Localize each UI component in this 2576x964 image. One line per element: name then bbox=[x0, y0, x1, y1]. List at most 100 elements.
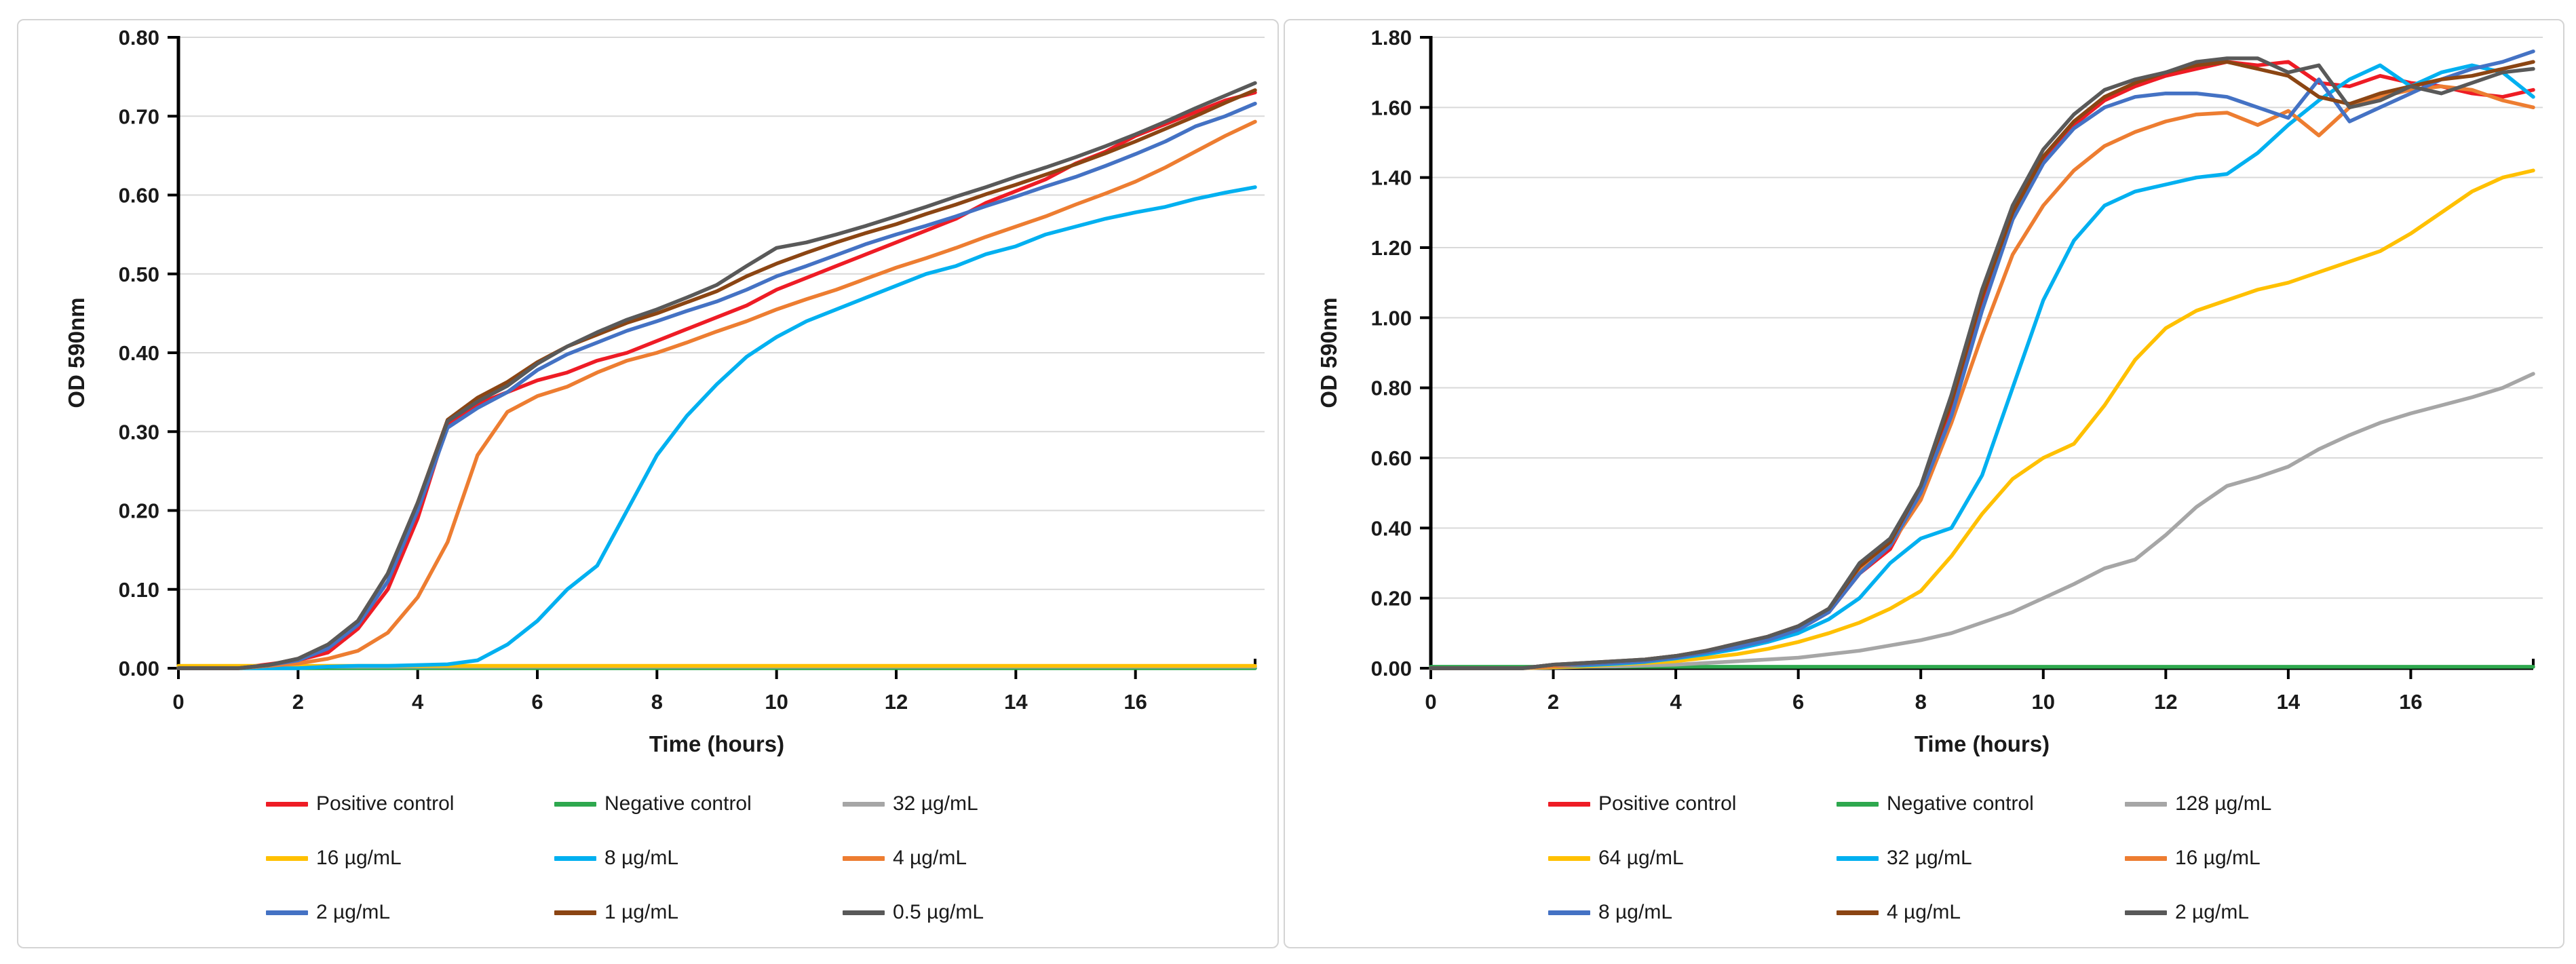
legend-label: Negative control bbox=[604, 792, 752, 815]
series-line-64-g-ml bbox=[1429, 168, 2535, 670]
legend-item-4-g-ml: 4 µg/mL bbox=[843, 847, 1131, 870]
series-line-128-g-ml bbox=[1429, 372, 2535, 670]
x-tick-label: 6 bbox=[531, 690, 543, 714]
legend-item-32-g-ml: 32 µg/mL bbox=[1837, 847, 2125, 870]
y-tick-label: 0.30 bbox=[119, 420, 159, 444]
x-tick-label: 14 bbox=[2277, 690, 2301, 714]
y-tick-label: 0.80 bbox=[1371, 377, 1412, 400]
legend-label: 2 µg/mL bbox=[2175, 901, 2249, 923]
legend-label: 64 µg/mL bbox=[1598, 847, 1684, 869]
series-line-positive-control bbox=[1429, 60, 2535, 670]
x-tick-label: 16 bbox=[1123, 690, 1147, 714]
right-chart-canvas: 0.00 0.20 0.40 0.60 0.80 1.00 1.20 1.40 1.60 1.80… bbox=[1371, 26, 2543, 714]
legend-label: 0.5 µg/mL bbox=[893, 901, 984, 923]
x-tick-label: 12 bbox=[885, 690, 908, 714]
x-tick-label: 10 bbox=[2032, 690, 2055, 714]
legend-line-swatch bbox=[2125, 910, 2167, 915]
left-y-axis-title: OD 590nm bbox=[64, 297, 89, 408]
y-tick-label: 1.20 bbox=[1371, 236, 1412, 260]
series-line-8-g-ml bbox=[1429, 49, 2535, 670]
y-tick-label: 0.80 bbox=[119, 26, 159, 50]
x-tick-label: 12 bbox=[2154, 690, 2177, 714]
legend-item-16-g-ml: 16 µg/mL bbox=[266, 847, 554, 870]
y-tick-label: 0.60 bbox=[119, 184, 159, 208]
series-line-positive-control bbox=[176, 90, 1257, 670]
legend-item-8-g-ml: 8 µg/mL bbox=[554, 847, 843, 870]
legend-item-negative-control: Negative control bbox=[1837, 792, 2125, 815]
y-tick-label: 0.40 bbox=[119, 341, 159, 365]
legend-label: 16 µg/mL bbox=[316, 847, 402, 869]
y-tick-label: 0.20 bbox=[1371, 587, 1412, 611]
legend-item-4-g-ml: 4 µg/mL bbox=[1837, 901, 2125, 924]
y-tick-label: 0.00 bbox=[1371, 657, 1412, 680]
left-chart-legend: Positive control Negative control 32 µg/mL… bbox=[266, 777, 1131, 940]
legend-label: Negative control bbox=[1887, 792, 2034, 815]
y-tick-label: 1.00 bbox=[1371, 306, 1412, 330]
legend-label: 32 µg/mL bbox=[893, 792, 978, 815]
series-line-2-g-ml bbox=[176, 101, 1257, 670]
y-tick-label: 1.80 bbox=[1371, 26, 1412, 50]
x-tick-label: 8 bbox=[651, 690, 663, 714]
series-line-16-g-ml bbox=[1429, 84, 2535, 670]
legend-item-2-g-ml: 2 µg/mL bbox=[266, 901, 554, 924]
x-tick-label: 0 bbox=[1425, 690, 1436, 714]
legend-item-positive-control: Positive control bbox=[266, 792, 554, 815]
legend-label: 8 µg/mL bbox=[604, 847, 678, 869]
legend-label: 128 µg/mL bbox=[2175, 792, 2272, 815]
series-line-32-g-ml bbox=[1429, 63, 2535, 670]
y-tick-label: 0.20 bbox=[119, 499, 159, 523]
legend-label: 4 µg/mL bbox=[1887, 901, 1961, 923]
legend-line-swatch bbox=[1548, 910, 1590, 915]
x-tick-label: 2 bbox=[1547, 690, 1559, 714]
series-line-8-g-ml bbox=[176, 185, 1257, 670]
legend-line-swatch bbox=[1837, 801, 1879, 807]
y-tick-label: 0.70 bbox=[119, 104, 159, 128]
legend-line-swatch bbox=[2125, 801, 2167, 807]
legend-line-swatch bbox=[1548, 855, 1590, 861]
left-chart-canvas: 0.00 0.10 0.20 0.30 0.40 0.50 0.60 0.70 0.80 0 2 4 6… bbox=[119, 26, 1265, 714]
legend-label: 8 µg/mL bbox=[1598, 901, 1672, 923]
x-tick-label: 14 bbox=[1004, 690, 1028, 714]
x-tick-label: 6 bbox=[1792, 690, 1804, 714]
x-tick-label: 4 bbox=[1670, 690, 1682, 714]
series-line-2-g-ml bbox=[1429, 56, 2535, 670]
legend-line-swatch bbox=[843, 801, 885, 807]
legend-line-swatch bbox=[554, 801, 596, 807]
legend-line-swatch bbox=[843, 855, 885, 861]
legend-item-8-g-ml: 8 µg/mL bbox=[1548, 901, 1837, 924]
series-line-1-g-ml bbox=[176, 88, 1257, 670]
y-tick-label: 1.60 bbox=[1371, 96, 1412, 119]
left-x-axis-title: Time (hours) bbox=[649, 731, 785, 756]
legend-label: 16 µg/mL bbox=[2175, 847, 2261, 869]
legend-label: Positive control bbox=[316, 792, 455, 815]
legend-item-64-g-ml: 64 µg/mL bbox=[1548, 847, 1837, 870]
right-y-axis-title: OD 590nm bbox=[1316, 297, 1341, 408]
y-tick-label: 0.10 bbox=[119, 578, 159, 602]
right-chart-panel: 0.00 0.20 0.40 0.60 0.80 1.00 1.20 1.40 1.60 1.80… bbox=[1284, 19, 2564, 948]
series-line-4-g-ml bbox=[1429, 60, 2535, 670]
legend-item-32-g-ml: 32 µg/mL bbox=[843, 792, 1131, 815]
right-chart-legend: Positive control Negative control 128 µg/m… bbox=[1548, 777, 2413, 940]
legend-label: 32 µg/mL bbox=[1887, 847, 1972, 869]
x-tick-label: 4 bbox=[412, 690, 424, 714]
legend-item-0.5-g-ml: 0.5 µg/mL bbox=[843, 901, 1131, 924]
legend-line-swatch bbox=[266, 801, 308, 807]
x-tick-label: 0 bbox=[172, 690, 184, 714]
legend-item-positive-control: Positive control bbox=[1548, 792, 1837, 815]
legend-line-swatch bbox=[266, 855, 308, 861]
right-x-axis-title: Time (hours) bbox=[1914, 731, 2050, 756]
legend-line-swatch bbox=[1837, 910, 1879, 915]
legend-item-2-g-ml: 2 µg/mL bbox=[2125, 901, 2413, 924]
x-tick-label: 10 bbox=[765, 690, 788, 714]
legend-label: 1 µg/mL bbox=[604, 901, 678, 923]
legend-line-swatch bbox=[554, 855, 596, 861]
x-tick-label: 2 bbox=[292, 690, 304, 714]
series-line-0.5-g-ml bbox=[176, 81, 1257, 670]
legend-line-swatch bbox=[843, 910, 885, 915]
y-tick-label: 0.00 bbox=[119, 657, 159, 680]
y-tick-label: 0.60 bbox=[1371, 446, 1412, 470]
legend-item-128-g-ml: 128 µg/mL bbox=[2125, 792, 2413, 815]
y-tick-label: 1.40 bbox=[1371, 166, 1412, 190]
x-tick-label: 8 bbox=[1915, 690, 1927, 714]
